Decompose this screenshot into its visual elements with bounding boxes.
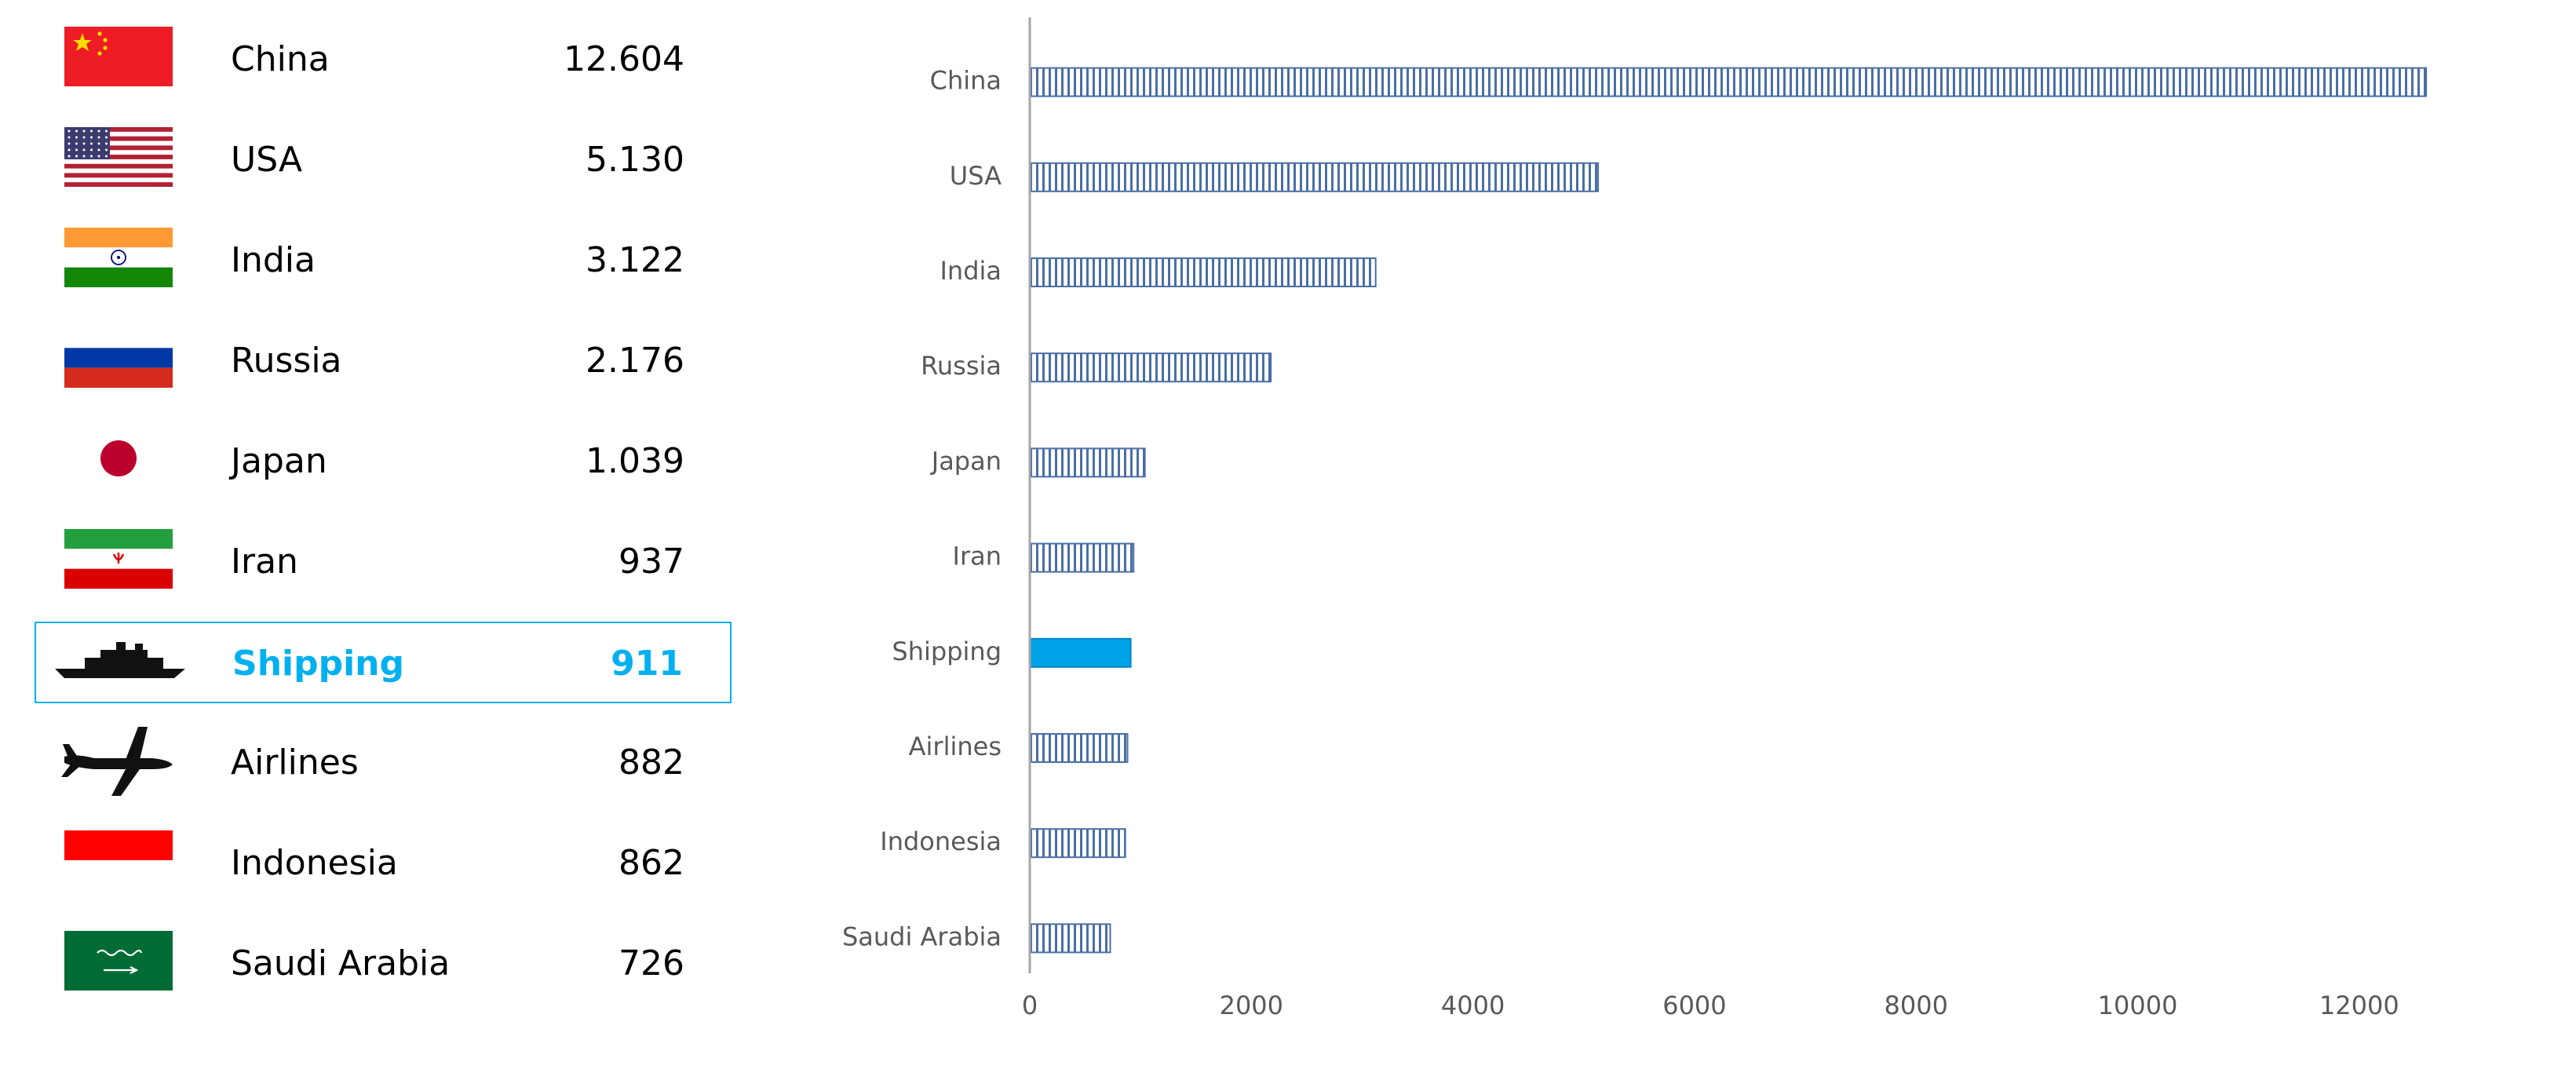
usa-flag-icon [64, 127, 173, 187]
bar-airlines [1029, 733, 1129, 763]
row-value: 3.122 [586, 240, 684, 280]
row-value: 911 [611, 644, 683, 684]
x-tick-label: 10000 [2098, 991, 2178, 1020]
row-name: Indonesia [231, 843, 398, 883]
ship-icon [53, 631, 187, 691]
table-row: Russia 2.176 [35, 320, 732, 402]
row-value: 5.130 [586, 140, 684, 180]
x-tick-label: 6000 [1662, 991, 1726, 1020]
table-row: Indonesia 862 [35, 823, 732, 904]
china-flag-icon [64, 27, 173, 86]
bar-indonesia [1029, 828, 1126, 859]
bar-shipping [1029, 637, 1132, 668]
x-tick-label: 4000 [1441, 991, 1505, 1020]
x-tick-label: 2000 [1220, 991, 1283, 1020]
table-row: India 3.122 [35, 220, 732, 301]
row-value: 937 [618, 542, 684, 582]
row-value: 726 [618, 943, 684, 983]
category-label: Iran [953, 542, 1002, 571]
bar-india [1029, 257, 1377, 287]
row-name: Japan [231, 441, 327, 481]
bar-russia [1029, 352, 1272, 383]
row-value: 1.039 [586, 441, 684, 481]
row-name: Airlines [231, 742, 359, 783]
category-label: China [930, 66, 1002, 96]
india-flag-icon [64, 228, 173, 287]
japan-flag-icon [64, 429, 173, 488]
row-name: Russia [231, 341, 342, 381]
x-tick-label: 12000 [2319, 991, 2399, 1020]
saudi-arabia-flag-icon [64, 931, 173, 991]
row-name: Saudi Arabia [231, 943, 451, 983]
row-value: 12.604 [564, 39, 684, 79]
row-value: 2.176 [586, 341, 684, 381]
iran-flag-icon [64, 529, 173, 589]
ranking-table: China 12.604 USA 5.130 India 3.122 Russia 2.176… [0, 0, 753, 1080]
category-label: Japan [930, 446, 1002, 476]
category-label: Shipping [892, 637, 1002, 666]
bar-china [1029, 67, 2428, 97]
category-label: Indonesia [880, 826, 1002, 856]
table-row: China 12.604 [35, 19, 732, 100]
row-name: India [231, 240, 316, 280]
row-value: 882 [618, 742, 684, 783]
x-tick-label: 0 [1022, 991, 1038, 1020]
table-row: USA 5.130 [35, 119, 732, 201]
russia-flag-icon [64, 328, 173, 388]
bar-usa [1029, 162, 1600, 192]
indonesia-flag-icon [64, 830, 173, 890]
table-row: Airlines 882 [35, 722, 732, 804]
row-name: USA [231, 140, 303, 180]
category-label: Saudi Arabia [842, 921, 1002, 951]
emissions-bar-chart: China USA India Russia Japan Iran Shipping Airl… [842, 17, 2428, 1020]
airplane-icon [52, 721, 185, 799]
table-row: Shipping 911 [35, 622, 732, 703]
category-label: India [940, 256, 1002, 286]
bar-iran [1029, 542, 1135, 573]
x-tick-label: 8000 [1885, 991, 1948, 1020]
row-name: China [231, 39, 330, 79]
table-row: Japan 1.039 [35, 421, 732, 502]
bar-saudi-arabia [1029, 923, 1111, 954]
row-name: Shipping [232, 644, 404, 684]
table-row: Saudi Arabia 726 [35, 923, 732, 1005]
table-row: Iran 937 [35, 521, 732, 603]
category-label: USA [950, 161, 1002, 191]
category-label: Airlines [909, 732, 1002, 761]
category-label: Russia [921, 351, 1002, 381]
row-value: 862 [618, 843, 684, 883]
bar-japan [1029, 447, 1146, 478]
row-name: Iran [231, 542, 298, 582]
